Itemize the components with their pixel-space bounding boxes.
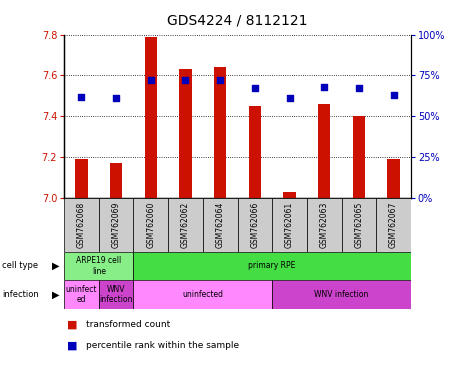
Bar [180, 69, 191, 198]
Point [78, 94, 86, 100]
Bar [342, 198, 376, 252]
Text: ▶: ▶ [52, 290, 59, 300]
Text: GSM762064: GSM762064 [216, 202, 225, 248]
Text: GSM762063: GSM762063 [320, 202, 329, 248]
Text: ■: ■ [66, 319, 77, 329]
Text: GSM762061: GSM762061 [285, 202, 294, 248]
Text: GSM762068: GSM762068 [77, 202, 86, 248]
Text: GSM762067: GSM762067 [389, 202, 398, 248]
Point [181, 77, 189, 83]
Bar [272, 280, 411, 309]
Text: infection: infection [2, 290, 39, 299]
Bar [249, 106, 261, 198]
Bar [307, 198, 342, 252]
Bar [353, 116, 365, 198]
Point [286, 95, 294, 101]
Bar [110, 163, 122, 198]
Bar [133, 252, 411, 280]
Text: transformed count: transformed count [86, 320, 170, 329]
Bar [145, 36, 157, 198]
Text: ▶: ▶ [52, 261, 59, 271]
Bar [64, 280, 99, 309]
Text: uninfected: uninfected [182, 290, 223, 299]
Text: GSM762060: GSM762060 [146, 202, 155, 248]
Text: primary RPE: primary RPE [248, 262, 296, 270]
Text: GDS4224 / 8112121: GDS4224 / 8112121 [167, 13, 308, 27]
Bar [99, 280, 133, 309]
Point [217, 77, 224, 83]
Bar [214, 67, 226, 198]
Bar [99, 198, 133, 252]
Text: ARPE19 cell
line: ARPE19 cell line [76, 256, 122, 276]
Point [390, 92, 397, 98]
Text: WNV
infection: WNV infection [99, 285, 133, 305]
Bar [376, 198, 411, 252]
Point [147, 77, 155, 83]
Bar [64, 198, 99, 252]
Bar [133, 198, 168, 252]
Bar [64, 252, 133, 280]
Text: cell type: cell type [2, 262, 38, 270]
Bar [168, 198, 203, 252]
Text: GSM762069: GSM762069 [112, 202, 121, 248]
Bar [388, 159, 399, 198]
Bar [76, 159, 87, 198]
Bar [272, 198, 307, 252]
Bar [318, 104, 330, 198]
Bar [133, 280, 272, 309]
Text: percentile rank within the sample: percentile rank within the sample [86, 341, 238, 350]
Text: GSM762066: GSM762066 [250, 202, 259, 248]
Point [355, 85, 363, 91]
Point [113, 95, 120, 101]
Point [320, 84, 328, 90]
Text: ■: ■ [66, 341, 77, 351]
Text: GSM762062: GSM762062 [181, 202, 190, 248]
Bar [238, 198, 272, 252]
Point [251, 85, 259, 91]
Bar [284, 192, 295, 198]
Text: uninfect
ed: uninfect ed [66, 285, 97, 305]
Text: WNV infection: WNV infection [314, 290, 369, 299]
Text: GSM762065: GSM762065 [354, 202, 363, 248]
Bar [203, 198, 238, 252]
